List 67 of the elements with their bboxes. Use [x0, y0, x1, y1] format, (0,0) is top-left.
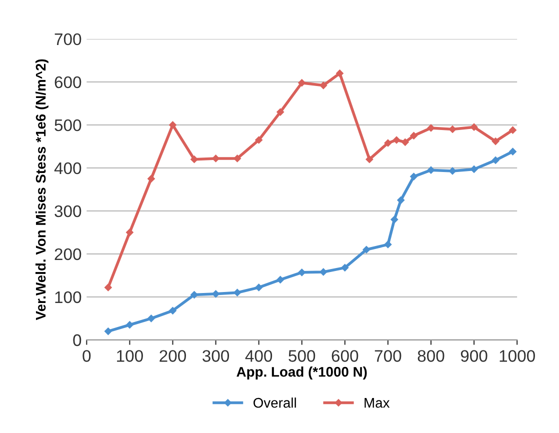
point	[169, 121, 176, 129]
point	[362, 246, 370, 254]
point	[276, 108, 284, 116]
y-tick-label: 200	[54, 248, 82, 260]
point	[320, 268, 328, 276]
point	[126, 228, 134, 236]
point	[212, 154, 220, 162]
point	[392, 136, 400, 144]
point	[190, 291, 198, 298]
point	[234, 154, 241, 162]
y-axis-title: Ver.Weld. Von Mises Stess *1e6 (N/m^2)	[35, 59, 48, 320]
y-tick-label: 300	[54, 205, 82, 218]
y-tick-label: 700	[54, 33, 82, 46]
y-tick-label: 400	[54, 162, 82, 174]
point	[336, 70, 344, 78]
point	[298, 268, 306, 276]
point	[427, 124, 435, 132]
point	[298, 79, 306, 86]
point	[190, 156, 198, 163]
x-tick-label: 400	[245, 350, 272, 362]
legend-label: Max	[364, 398, 390, 408]
legend-label: Overall	[254, 398, 296, 408]
x-tick-label: 100	[117, 350, 143, 362]
point	[148, 314, 155, 322]
point	[397, 196, 404, 204]
x-tick-label: 800	[418, 350, 444, 362]
y-tick-label: 100	[55, 291, 82, 304]
point	[276, 276, 284, 284]
point	[366, 156, 374, 163]
point	[104, 284, 112, 292]
point	[410, 132, 418, 140]
point	[509, 126, 516, 134]
x-tick-label: 0	[82, 350, 91, 362]
point	[255, 284, 262, 292]
x-tick-label: 900	[460, 350, 488, 362]
x-tick-label: 200	[160, 350, 186, 362]
point	[126, 321, 134, 328]
point	[234, 288, 241, 296]
x-tick-label: 700	[374, 350, 402, 362]
point	[509, 148, 516, 156]
point	[104, 328, 112, 335]
point	[448, 126, 456, 133]
y-tick-label: 0	[73, 334, 82, 346]
point	[390, 216, 398, 224]
x-tick-label: 1000	[500, 350, 535, 362]
point	[492, 138, 500, 145]
point	[169, 307, 176, 314]
x-tick-label: 500	[288, 350, 316, 362]
y-tick-label: 600	[54, 76, 82, 88]
point	[148, 175, 155, 182]
y-tick-label: 500	[54, 119, 82, 132]
x-axis-title: App. Load (*1000 N)	[236, 366, 367, 380]
point	[341, 264, 349, 272]
point	[402, 138, 409, 146]
point	[492, 156, 500, 164]
point	[384, 139, 392, 147]
point	[448, 167, 456, 175]
point	[427, 166, 435, 174]
x-tick-label: 300	[202, 350, 230, 362]
point	[384, 240, 392, 248]
x-tick-label: 600	[332, 350, 358, 362]
point	[410, 172, 418, 180]
point	[320, 82, 328, 90]
point	[212, 290, 220, 298]
point	[470, 166, 478, 173]
point	[255, 136, 262, 144]
point	[470, 123, 478, 131]
